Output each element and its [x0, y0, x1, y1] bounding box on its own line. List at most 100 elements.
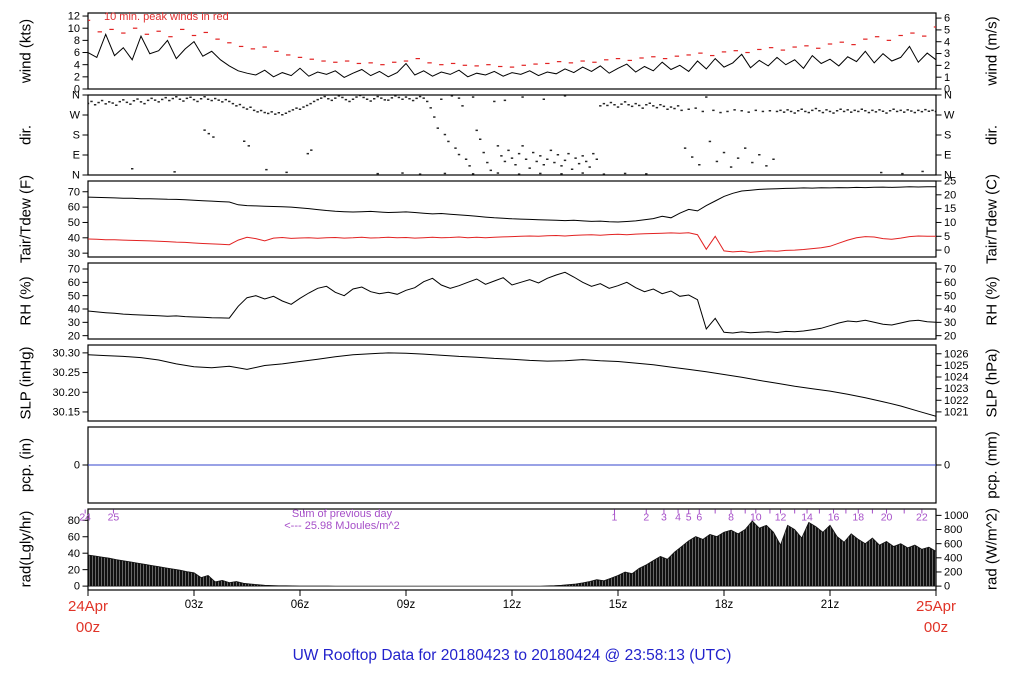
rad-cum-label: 10	[750, 512, 762, 524]
temp-ytick-label-right: 5	[944, 231, 950, 243]
wind-ytick-label-left: 8	[74, 35, 80, 47]
temp-ytick-label-left: 30	[68, 248, 80, 260]
rad-cum-label: 8	[728, 512, 734, 524]
x-axis-tick-label: 03z	[185, 599, 204, 611]
rh-ytick-label-right: 40	[944, 304, 956, 316]
y-axis-title-temp-left: Tair/Tdew (F)	[17, 174, 35, 264]
dir-ytick-label-left: N	[72, 90, 80, 102]
wind-direction-scatter	[88, 95, 936, 175]
y-axis-title-dir-left: dir.	[17, 124, 35, 146]
y-axis-title-wind-left: wind (kts)	[17, 18, 35, 84]
y-axis-title-temp-right: Tair/Tdew (C)	[983, 173, 1001, 265]
x-axis-tick-label: 09z	[397, 599, 416, 611]
rh-ytick-label-right: 60	[944, 277, 956, 289]
wind-ytick-label-left: 6	[74, 47, 80, 59]
y-axis-title-slp-right: SLP (hPa)	[983, 348, 1001, 418]
slp-ytick-label-left: 30.15	[52, 407, 80, 419]
rad-cum-label: 20	[881, 512, 893, 524]
temp-ytick-label-right: 15	[944, 203, 956, 215]
pcp-ytick-label-left: 0	[74, 460, 80, 472]
rh-ytick-label-right: 30	[944, 317, 956, 329]
rad-cum-label: 12	[775, 512, 787, 524]
slp-ytick-label-right: 1026	[944, 348, 968, 360]
rh-ytick-label-left: 70	[68, 264, 80, 276]
wind-frame	[87, 12, 937, 90]
wind-ytick-label-left: 4	[74, 59, 80, 71]
rh-ytick-label-right: 70	[944, 264, 956, 276]
y-axis-title-rad-right: rad (W/m^2)	[983, 507, 1001, 591]
wind-ytick-label-right: 0	[944, 84, 950, 96]
x-end-hour-label: 00z	[923, 619, 949, 636]
slp-ytick-label-left: 30.25	[52, 367, 80, 379]
temp-ytick-label-right: 20	[944, 189, 956, 201]
peak-wind-note: 10 min. peak winds in red	[104, 11, 229, 23]
dir-ytick-label-right: N	[944, 90, 952, 102]
slp-ytick-label-right: 1022	[944, 395, 968, 407]
tair-f-trace	[88, 186, 936, 223]
rh-ytick-label-right: 50	[944, 290, 956, 302]
sustained-wind-kts-trace	[88, 32, 936, 78]
rad-cum-label: 2	[643, 512, 649, 524]
dir-ytick-label-left: E	[73, 150, 80, 162]
wind-ytick-label-right: 4	[944, 36, 950, 48]
slp-ytick-label-right: 1023	[944, 383, 968, 395]
rh-frame	[87, 262, 937, 340]
dir-frame	[87, 94, 937, 176]
dir-ytick-label-right: W	[944, 110, 955, 122]
slp-ytick-label-right: 1025	[944, 360, 968, 372]
temp-ytick-label-right: 0	[944, 245, 950, 257]
rad-cum-label: 3	[661, 512, 667, 524]
rad-ytick-label-right: 800	[944, 524, 962, 536]
wind-ytick-label-left: 12	[68, 11, 80, 23]
rad-ytick-label-right: 1000	[944, 510, 968, 522]
rad-ytick-label-left: 80	[68, 515, 80, 527]
rad-cum-label: 14	[801, 512, 813, 524]
rad-ytick-label-left: 20	[68, 564, 80, 576]
rad-ytick-label-right: 400	[944, 552, 962, 564]
y-axis-title-wind-right: wind (m/s)	[983, 16, 1001, 86]
rad-cum-label: 16	[828, 512, 840, 524]
wind-ytick-label-right: 2	[944, 60, 950, 72]
pcp-ytick-label-right: 0	[944, 460, 950, 472]
rad-cum-label: 22	[916, 512, 928, 524]
tdew-f-trace	[88, 232, 936, 253]
slp-ytick-label-right: 1024	[944, 372, 968, 384]
x-axis-tick-label: 15z	[609, 599, 628, 611]
x-end-date-label: 25Apr	[915, 598, 957, 615]
x-start-hour-label: 00z	[75, 619, 101, 636]
wind-ytick-label-right: 3	[944, 48, 950, 60]
rad-cum-label: 25	[108, 512, 120, 524]
slp-panel: 30.15 30.20 30.25 30.30 10211022102310241025…	[52, 344, 968, 422]
wind-ytick-label-left: 10	[68, 23, 80, 35]
rh-ytick-label-right: 20	[944, 330, 956, 342]
dir-ytick-label-left: N	[72, 170, 80, 182]
rad-ytick-label-left: 0	[74, 581, 80, 593]
rad-cum-label: 6	[696, 512, 702, 524]
temp-ytick-label-left: 70	[68, 186, 80, 198]
temp-frame	[87, 180, 937, 258]
temp-ytick-label-right: 25	[944, 176, 956, 188]
x-axis-tick-label: 18z	[715, 599, 734, 611]
wind-ytick-label-right: 5	[944, 25, 950, 37]
rh-ytick-label-left: 60	[68, 277, 80, 289]
wind-ytick-label-left: 2	[74, 71, 80, 83]
x-axis-tick-label: 12z	[503, 599, 522, 611]
rad-cum-label: 5	[686, 512, 692, 524]
rad-ytick-label-left: 60	[68, 531, 80, 543]
rad-ytick-label-left: 40	[68, 548, 80, 560]
rad-sum-note-line2: <--- 25.98 MJoules/m^2	[284, 520, 400, 532]
rh-ytick-label-left: 40	[68, 304, 80, 316]
rad-sum-note-line1: Sum of previous day	[291, 508, 393, 520]
slp-inhg-trace	[88, 352, 936, 417]
y-axis-title-pcp-left: pcp. (in)	[17, 437, 35, 493]
rh-ytick-label-left: 30	[68, 317, 80, 329]
slp-ytick-label-left: 30.30	[52, 347, 80, 359]
rh-ytick-label-left: 20	[68, 330, 80, 342]
y-axis-title-slp-left: SLP (inHg)	[17, 346, 35, 420]
